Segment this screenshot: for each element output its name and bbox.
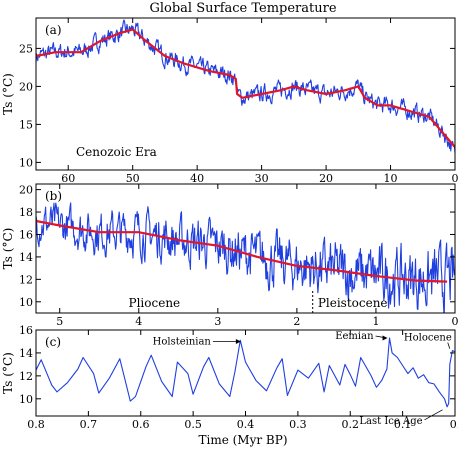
temperature-series-line-1 bbox=[36, 19, 455, 154]
x-tick-label: 2 bbox=[293, 315, 300, 328]
annotation-label: Eemian bbox=[335, 331, 374, 342]
x-tick-label: 1 bbox=[372, 315, 379, 328]
y-tick-label: 10 bbox=[19, 156, 33, 169]
x-tick-label: 20 bbox=[319, 172, 333, 185]
x-tick-label: 30 bbox=[255, 172, 269, 185]
y-tick-label: 16 bbox=[19, 228, 33, 241]
panel-1: 60 50 40 30 20 10 0 10 15 20 25 Ts (°C) (a) Cenozoic … bbox=[1, 17, 458, 185]
x-tick-label: 0.2 bbox=[342, 418, 360, 431]
x-tick-label: 0.5 bbox=[184, 418, 202, 431]
epoch-label-pliocene: Pliocene bbox=[129, 296, 181, 310]
y-tick-label: 12 bbox=[19, 370, 33, 383]
y-tick-label: 25 bbox=[19, 42, 33, 55]
x-tick-label: 40 bbox=[190, 172, 204, 185]
annotation-label: Holocene bbox=[404, 333, 452, 344]
annotation-label: Last Ice Age bbox=[359, 416, 422, 427]
smooth-series-line-2 bbox=[36, 219, 448, 283]
x-tick-label: 0 bbox=[452, 315, 458, 328]
panel-label: (a) bbox=[45, 23, 62, 37]
panel-frame bbox=[35, 183, 456, 314]
temperature-series-line-2 bbox=[36, 202, 455, 313]
y-axis-label: Ts (°C) bbox=[1, 73, 15, 115]
x-tick-label: 0.6 bbox=[132, 418, 150, 431]
y-tick-label: 18 bbox=[19, 206, 33, 219]
annotation-arrowhead bbox=[235, 338, 241, 344]
y-tick-label: 10 bbox=[19, 393, 33, 406]
annotation-arrowhead bbox=[382, 335, 388, 341]
x-tick-label: 4 bbox=[135, 315, 142, 328]
temperature-series-line-3 bbox=[36, 337, 455, 408]
x-tick-label: 0.4 bbox=[237, 418, 255, 431]
x-tick-label: 50 bbox=[126, 172, 140, 185]
x-tick-label: 0.1 bbox=[394, 418, 412, 431]
x-tick-label: 0.3 bbox=[289, 418, 307, 431]
era-label: Cenozoic Era bbox=[76, 145, 157, 159]
y-tick-label: 16 bbox=[19, 324, 33, 337]
smooth-series-line-1 bbox=[36, 28, 455, 148]
x-tick-label: 10 bbox=[384, 172, 398, 185]
y-axis-label: Ts (°C) bbox=[1, 228, 15, 270]
y-tick-label: 20 bbox=[19, 184, 33, 197]
panel-frame bbox=[35, 17, 456, 171]
y-tick-label: 20 bbox=[19, 80, 33, 93]
panel-label: (c) bbox=[45, 335, 61, 349]
panel-frame bbox=[35, 329, 456, 417]
annotation-arrow bbox=[424, 409, 443, 421]
x-axis-label: Time (Myr BP) bbox=[198, 433, 287, 447]
y-axis-label: Ts (°C) bbox=[1, 352, 15, 394]
x-tick-label: 0.8 bbox=[27, 418, 45, 431]
chart-title: Global Surface Temperature bbox=[149, 1, 336, 16]
y-tick-label: 15 bbox=[19, 118, 33, 131]
x-tick-label: 0 bbox=[452, 172, 458, 185]
panel-3: 0.8 0.7 0.6 0.5 0.4 0.3 0.2 0.1 0. 10 12 14 16 Ts (°C… bbox=[1, 324, 458, 431]
panel-label: (b) bbox=[45, 189, 62, 203]
x-tick-label: 5 bbox=[56, 315, 63, 328]
x-tick-label: 0.7 bbox=[80, 418, 98, 431]
x-tick-label: 3 bbox=[214, 315, 221, 328]
y-tick-label: 10 bbox=[19, 296, 33, 309]
x-tick-label: 60 bbox=[61, 172, 75, 185]
x-tick-label: 0. bbox=[450, 418, 458, 431]
y-tick-label: 14 bbox=[19, 347, 33, 360]
epoch-label-pleistocene: Pleistocene bbox=[318, 296, 388, 310]
annotation-arrow bbox=[447, 342, 451, 349]
y-tick-label: 14 bbox=[19, 251, 33, 264]
annotation-label: Holsteinian bbox=[153, 336, 212, 347]
y-tick-label: 12 bbox=[19, 273, 33, 286]
